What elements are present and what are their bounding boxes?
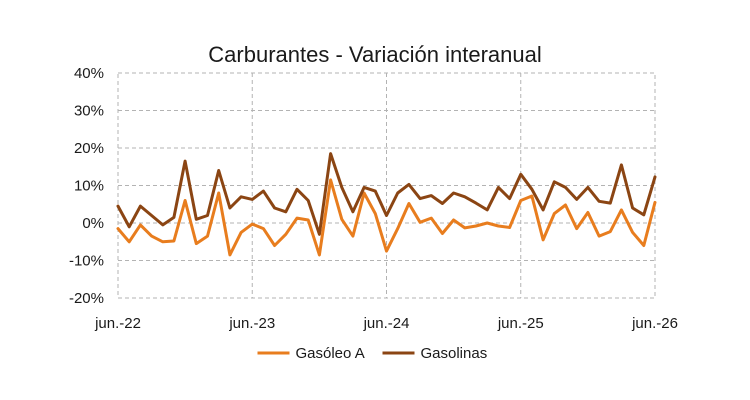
axes: 40% 30% 20% 10% 0% -10% -20% jun.-22 jun.-23 jun.… (69, 65, 678, 332)
grid (117, 72, 656, 299)
x-tick-label: jun.-24 (363, 315, 410, 332)
series (116, 152, 657, 257)
y-tick-label: 10% (74, 178, 104, 195)
chart-title: Carburantes - Variación interanual (208, 42, 541, 67)
x-tick-label: jun.-23 (228, 315, 275, 332)
y-tick-label: -10% (69, 253, 104, 270)
x-tick-label: jun.-26 (631, 315, 678, 332)
series-line (116, 178, 657, 257)
x-tick-label: jun.-22 (94, 315, 141, 332)
y-tick-label: 0% (82, 215, 104, 232)
y-tick-label: 20% (74, 140, 104, 157)
legend-label: Gasóleo A (296, 345, 365, 362)
x-tick-label: jun.-25 (497, 315, 544, 332)
series-line (116, 152, 657, 236)
y-tick-label: -20% (69, 290, 104, 307)
legend: Gasóleo A Gasolinas (257, 345, 488, 362)
y-tick-label: 40% (74, 65, 104, 82)
y-tick-label: 30% (74, 103, 104, 120)
legend-label: Gasolinas (421, 345, 488, 362)
